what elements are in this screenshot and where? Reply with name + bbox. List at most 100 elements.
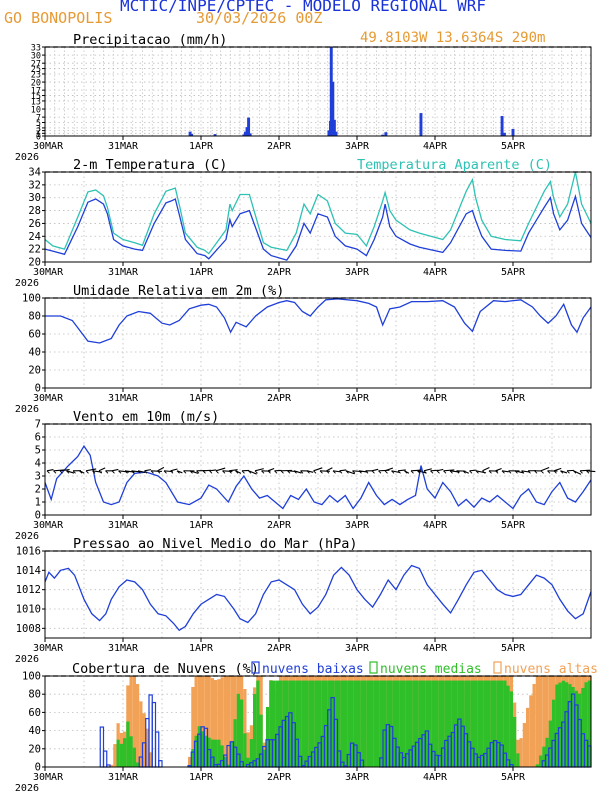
cloud-mid-bar [509,691,513,767]
y-tick-label: 100 [22,293,41,305]
wind-arrow-head [202,470,206,474]
cloud-mid-bar [295,680,299,767]
wind-arrow-head [144,470,148,474]
wind-arrow [319,470,330,472]
cloud-mid-bar [435,680,439,767]
wind-arrow-head [274,470,278,474]
wind-arrow-head [488,470,492,474]
x-tick-label: 2APR [267,141,292,152]
precip-bar [190,133,194,136]
cloud-mid-bar [552,699,556,767]
cloud-mid-bar [262,749,266,767]
wind-arrow [306,470,314,473]
wind-arrow-head [365,470,369,474]
y-tick-label: 20 [31,79,41,89]
cloud-mid-bar [571,686,575,767]
cloud-mid-bar [298,680,302,767]
precip-bar [419,113,423,136]
cloud-mid-bar [246,757,250,767]
wind-arrow-head [449,470,453,474]
cloud-mid-bar [425,680,429,767]
wind-arrow-head [53,470,57,474]
cloud-high-bar [214,679,218,767]
cloud-high-bar [145,728,149,767]
x-tick-label: 4APR [423,643,448,654]
wind-arrow-head [228,470,232,474]
wind-arrow [332,470,341,473]
y-tick-label: 40 [28,725,41,737]
wind-arrow-head [118,470,122,474]
x-tick-label: 30MAR [33,772,64,783]
x-tick-label: 5APR [501,643,526,654]
cloud-mid-bar [470,680,474,767]
cloud-mid-bar [412,680,416,767]
cloud-mid-bar [431,680,435,767]
wind-arrow-head [547,470,551,474]
y-tick-label: 30 [31,52,41,62]
wind-arrow-head [287,470,291,474]
cloud-mid-bar [581,687,585,767]
wind-arrow-head [319,470,323,474]
cloud-mid-bar [474,680,478,767]
y-tick-label: 80 [28,311,41,323]
wind-arrow-head [267,470,271,474]
precip-bar [502,132,506,136]
cloud-mid-bar [191,749,195,767]
legend-apparent-temp: Temperatura Aparente (C) [357,157,552,173]
y-tick-label: 34 [28,167,41,179]
cloud-mid-bar [561,680,565,767]
wind-arrow-head [326,470,330,474]
x-tick-label: 3APR [345,643,370,654]
x-tick-label: 31MAR [108,141,139,152]
cloud-mid-bar [500,680,504,767]
precip-bar [188,131,192,136]
cloud-mid-bar [558,682,562,767]
x-tick-label: 1APR [189,520,214,531]
cloud-mid-bar [584,682,588,767]
cloud-mid-bar [272,680,276,767]
precip-bar [329,47,333,136]
wind-arrow [85,468,97,472]
wind-arrow-head [98,470,102,474]
wind-arrow [560,470,568,474]
wind-arrow-head [170,470,174,474]
x-tick-label: 1APR [189,393,214,404]
wind-arrow [313,467,323,472]
cloud-mid-bar [422,680,426,767]
cloud-mid-bar [197,726,201,767]
wind-arrow-head [417,470,421,474]
wind-arrow-head [579,470,583,474]
cloud-mid-bar [347,680,351,767]
x-tick-label: 4APR [423,141,448,152]
cloud-mid-bar [464,680,468,767]
cloud-mid-bar [126,721,130,767]
coordinates-label: 49.8103W 13.6364S 290m [360,30,546,46]
wind-arrow [267,467,275,472]
cloud-high-bar [535,676,539,767]
wind-arrow-head [404,470,408,474]
wind-arrow-head [150,470,154,474]
cloud-mid-bar [379,680,383,767]
wind-arrow-head [501,470,505,474]
cloud-mid-bar [301,680,305,767]
wind-arrow [209,469,217,472]
wind-arrow [170,468,178,472]
cloud-mid-bar [392,680,396,767]
panel-pressure: 1008 1010 1012 1014 1016 30MAR 31MAR 1APR 2APR 3A… [15,536,592,665]
y-tick-label: 1008 [16,623,41,635]
wind-arrow-head [586,470,590,474]
cloud-mid-bar [574,690,578,767]
cloud-mid-bar [402,680,406,767]
cloud-mid-bar [204,735,208,767]
cloud-mid-bar [334,680,338,767]
cloud-mid-bar [438,680,442,767]
wind-arrow-head [527,470,531,474]
y-tick-label: 1010 [16,604,41,616]
precip-bar [334,131,338,136]
wind-arrow [553,467,562,472]
precip-bar [331,81,335,136]
x-tick-label: 31MAR [108,393,139,404]
wind-arrow-head [410,470,414,474]
panel-title: Precipitacao (mm/h) [73,32,227,48]
